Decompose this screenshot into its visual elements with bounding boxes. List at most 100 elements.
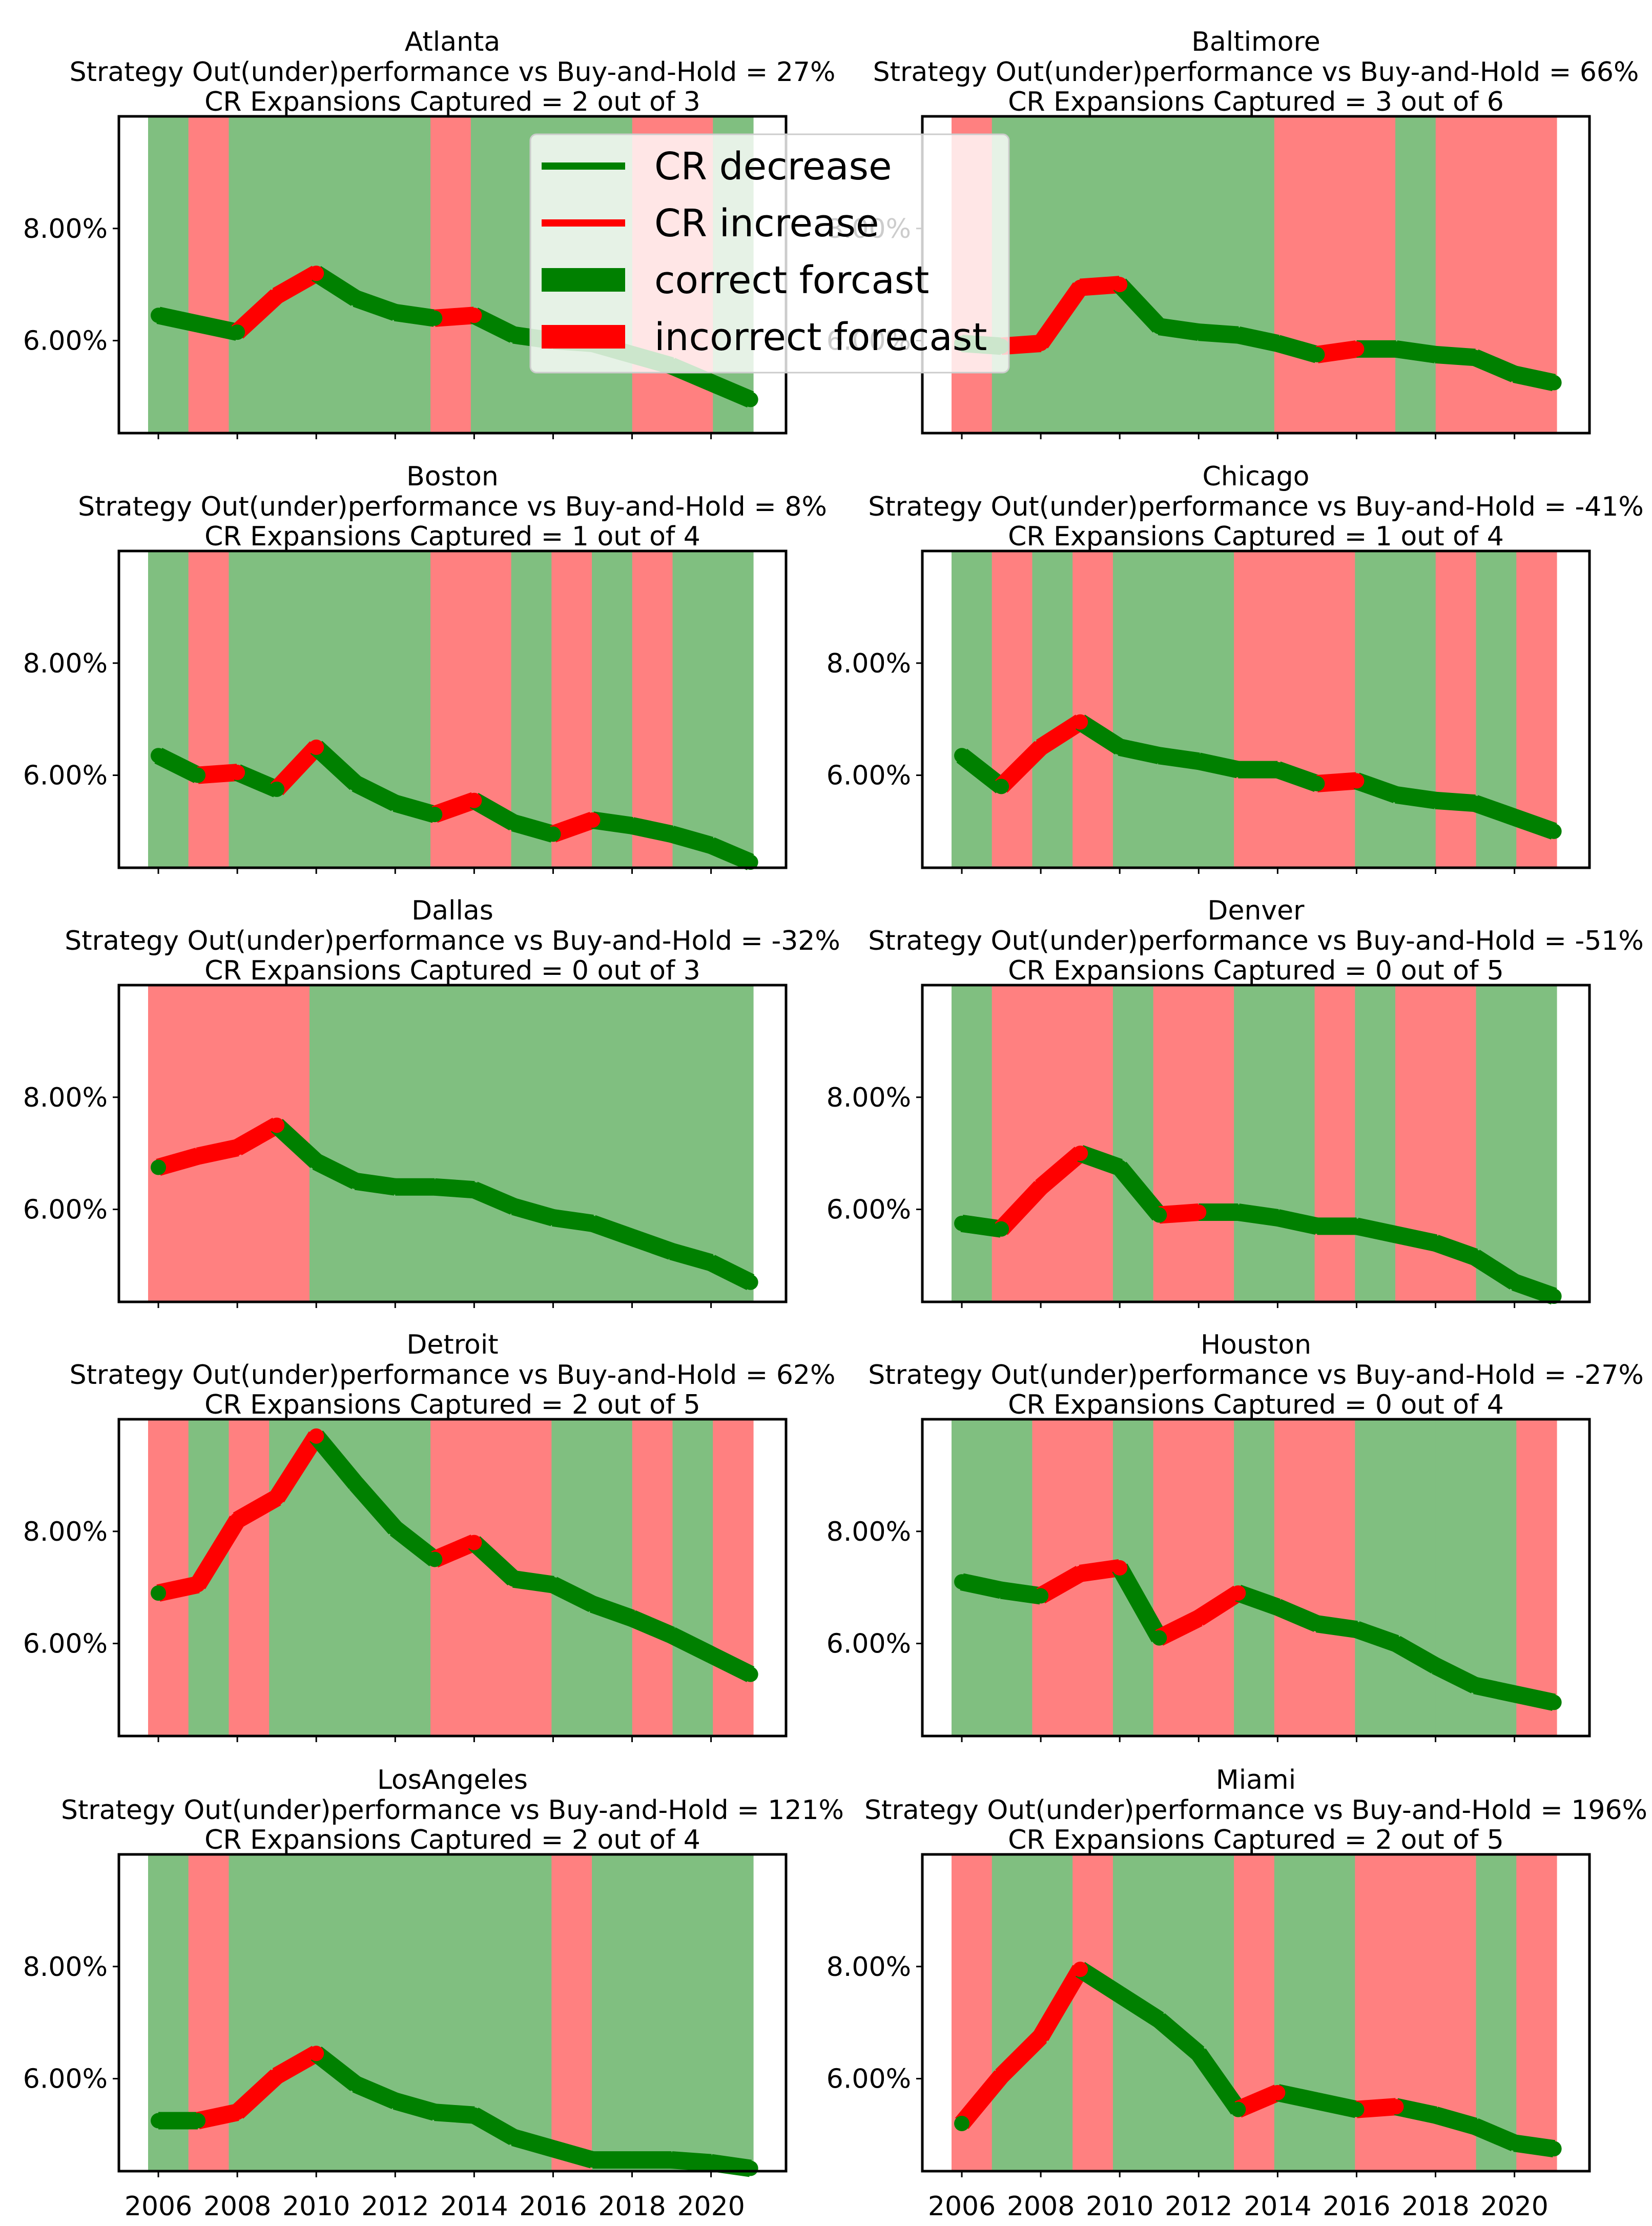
panel-title-city: Houston: [1201, 1330, 1311, 1360]
data-point: [1151, 1630, 1167, 1646]
forecast-band: [188, 116, 230, 433]
data-point: [387, 1179, 403, 1195]
forecast-band: [592, 1419, 633, 1736]
data-point: [506, 1199, 522, 1215]
cr-increase-segment: [231, 289, 283, 339]
cr-increase-segment: [995, 2030, 1047, 2082]
data-point: [545, 1210, 561, 1226]
forecast-band: [229, 551, 270, 868]
data-point: [545, 1577, 561, 1592]
data-point: [151, 1159, 167, 1175]
x-tick-label: 2018: [1401, 2191, 1469, 2222]
forecast-band: [148, 985, 189, 1302]
forecast-band: [1355, 1419, 1396, 1736]
panel-title-performance: Strategy Out(under)performance vs Buy-an…: [868, 1360, 1644, 1391]
data-point: [1506, 1274, 1522, 1290]
data-point: [1230, 762, 1246, 778]
data-point: [1072, 279, 1088, 295]
forecast-band: [349, 1854, 390, 2171]
forecast-band: [269, 551, 310, 868]
cr-decrease-segment: [311, 2046, 361, 2091]
forecast-band: [188, 551, 230, 868]
forecast-band: [1314, 551, 1355, 868]
data-point: [1191, 324, 1207, 340]
panel-title-performance: Strategy Out(under)performance vs Buy-an…: [864, 1795, 1647, 1826]
panel-title-city: Dallas: [411, 895, 493, 926]
data-point: [1388, 2099, 1404, 2115]
panel-title-captured: CR Expansions Captured = 2 out of 3: [204, 87, 700, 117]
forecast-band: [511, 551, 552, 868]
data-point: [506, 2130, 522, 2146]
panel-title-captured: CR Expansions Captured = 2 out of 5: [204, 1390, 700, 1420]
panel-title-captured: CR Expansions Captured = 1 out of 4: [204, 521, 700, 552]
data-point: [230, 2105, 245, 2120]
forecast-band: [952, 551, 993, 868]
data-point: [1349, 1218, 1365, 1234]
x-tick-label: 2016: [519, 2191, 587, 2222]
forecast-band: [1274, 985, 1315, 1302]
panel-title-captured: CR Expansions Captured = 0 out of 4: [1008, 1390, 1504, 1420]
data-point: [742, 2160, 758, 2176]
data-point: [466, 1535, 482, 1550]
forecast-band: [1112, 551, 1154, 868]
axes-frame: [117, 1853, 788, 2173]
forecast-band: [1234, 551, 1275, 868]
axes-frame: [921, 1853, 1591, 2173]
data-point: [269, 288, 285, 304]
data-point: [742, 1274, 758, 1290]
forecast-band: [1314, 1419, 1355, 1736]
axes-frame: [117, 1418, 788, 1738]
cr-increase-segment: [1033, 1965, 1088, 2041]
panel-title-city: LosAngeles: [377, 1765, 528, 1795]
cr-decrease-segment: [956, 748, 1007, 793]
panel-title-city: Miami: [1216, 1765, 1296, 1795]
cr-increase-segment: [231, 2069, 283, 2119]
data-point: [1467, 1249, 1483, 1265]
data-point: [427, 807, 443, 823]
data-point: [1270, 762, 1286, 778]
forecast-band: [1032, 551, 1073, 868]
forecast-band: [992, 1854, 1033, 2171]
data-point: [742, 854, 758, 870]
data-point: [1467, 795, 1483, 811]
panel-title-captured: CR Expansions Captured = 0 out of 5: [1008, 955, 1504, 986]
data-point: [1072, 1146, 1088, 1161]
data-point: [151, 1585, 167, 1601]
data-point: [1309, 2093, 1325, 2109]
data-point: [348, 291, 364, 307]
forecast-band: [672, 551, 713, 868]
forecast-band: [309, 985, 350, 1302]
data-point: [1270, 1210, 1286, 1226]
data-point: [1546, 823, 1562, 839]
forecast-band: [511, 1854, 552, 2171]
data-point: [1151, 748, 1167, 764]
forecast-band: [390, 1854, 431, 2171]
data-point: [1506, 809, 1522, 825]
forecast-band: [430, 1419, 471, 1736]
x-tick-label: 2016: [1323, 2191, 1390, 2222]
forecast-band: [1355, 116, 1396, 433]
forecast-band: [309, 551, 350, 868]
data-point: [1072, 714, 1088, 730]
cr-decrease-segment: [1113, 1161, 1166, 1221]
data-point: [1428, 346, 1443, 362]
forecast-band: [672, 1419, 713, 1736]
cr-decrease-segment: [1076, 1962, 1125, 2002]
forecast-band: [713, 1419, 754, 1736]
data-point: [994, 2068, 1009, 2084]
cr-increase-segment: [995, 741, 1047, 793]
legend-label: correct forcast: [654, 258, 929, 302]
forecast-band: [1193, 1419, 1234, 1736]
data-point: [1467, 1678, 1483, 1693]
data-point: [1033, 739, 1049, 755]
data-point: [1191, 1610, 1207, 1626]
forecast-band: [470, 116, 512, 433]
data-point: [1349, 341, 1365, 357]
data-point: [1506, 366, 1522, 382]
data-point: [624, 2152, 640, 2168]
cr-decrease-segment: [389, 1521, 440, 1566]
panel-title-city: Baltimore: [1191, 27, 1320, 57]
legend: CR decrease CR increase correct forcast inc…: [529, 133, 1010, 374]
data-point: [230, 765, 245, 781]
